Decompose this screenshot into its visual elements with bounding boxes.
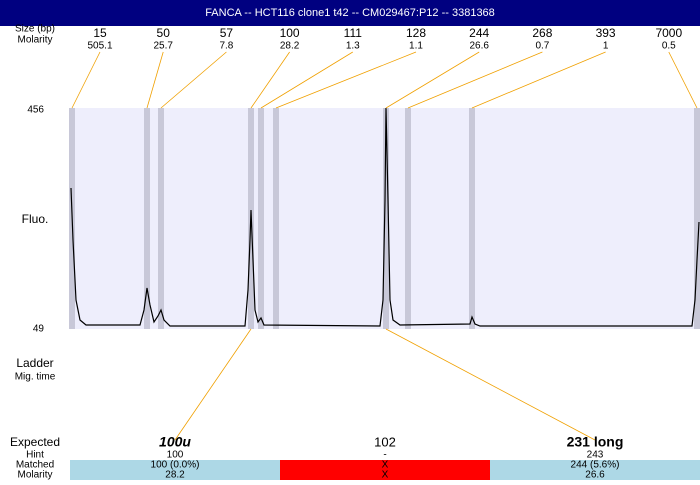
hint: 243	[587, 450, 604, 461]
peak-band	[469, 108, 475, 329]
table-row-label: Hint	[26, 450, 44, 461]
peak-molarity: 0.5	[662, 41, 676, 52]
matched: 244 (5.6%)	[571, 460, 620, 471]
peak-connector	[250, 51, 290, 109]
peak-band	[144, 108, 150, 329]
hint: 100	[167, 450, 184, 461]
title: FANCA -- HCT116 clone1 t42 -- CM029467:P…	[205, 7, 495, 19]
peak-size: 100	[280, 26, 300, 40]
match-line	[174, 328, 252, 441]
peak-size: 111	[344, 26, 363, 40]
hint: -	[383, 450, 386, 461]
peak-molarity: 1	[603, 41, 609, 52]
peak-size: 393	[596, 26, 616, 40]
peak-size: 128	[406, 26, 426, 40]
peak-size: 268	[532, 26, 552, 40]
peak-connector	[260, 51, 354, 109]
peak-molarity: 0.7	[535, 41, 549, 52]
table-row-label: Molarity	[17, 470, 52, 480]
peak-connector	[146, 51, 164, 109]
matched-cell	[280, 460, 490, 480]
peak-band	[158, 108, 164, 329]
peak-connector	[275, 51, 417, 109]
peak-band	[383, 108, 389, 329]
matched-cell	[490, 460, 700, 480]
peak-size: 15	[93, 26, 107, 40]
peak-molarity: 1.1	[409, 41, 423, 52]
peak-molarity: 28.2	[280, 41, 300, 52]
peak-size: 7000	[655, 26, 682, 40]
table-row-label: Expected	[10, 435, 60, 449]
expected: 231 long	[567, 434, 624, 450]
matched: 100 (0.0%)	[151, 460, 200, 471]
peak-molarity: 505.1	[87, 41, 112, 52]
peak-band	[273, 108, 279, 329]
molarity: 26.6	[585, 470, 605, 480]
peak-band	[258, 108, 264, 329]
molarity: X	[382, 470, 389, 480]
peak-molarity: 7.8	[219, 41, 233, 52]
peak-connector	[668, 51, 698, 109]
table-row-label: Matched	[16, 460, 54, 471]
matched: X	[382, 460, 389, 471]
molarity-label: Molarity	[17, 35, 52, 46]
peak-size: 57	[220, 26, 234, 40]
fluo-label: Fluo.	[22, 212, 49, 226]
peak-connector	[71, 51, 101, 109]
peak-connector	[160, 51, 227, 109]
peak-molarity: 25.7	[153, 41, 173, 52]
expected: 100u	[159, 434, 191, 450]
mig-time-label: Mig. time	[15, 372, 56, 383]
peak-connector	[385, 51, 480, 109]
y-bottom: 49	[33, 324, 45, 335]
expected: 102	[374, 434, 396, 449]
peak-connector	[407, 51, 543, 109]
match-line	[385, 328, 596, 441]
peak-size: 244	[469, 26, 489, 40]
title-bar	[0, 0, 700, 26]
matched-cell	[70, 460, 280, 480]
peak-band	[694, 108, 700, 329]
size-label: Size (bp)	[15, 24, 55, 35]
peak-molarity: 1.3	[346, 41, 360, 52]
peak-molarity: 26.6	[469, 41, 489, 52]
y-top: 456	[27, 105, 44, 116]
trace	[70, 107, 700, 327]
peak-band	[405, 108, 411, 329]
ladder-label: Ladder	[16, 356, 53, 370]
molarity: 28.2	[165, 470, 185, 480]
peak-size: 50	[157, 26, 171, 40]
peak-connector	[471, 51, 606, 109]
